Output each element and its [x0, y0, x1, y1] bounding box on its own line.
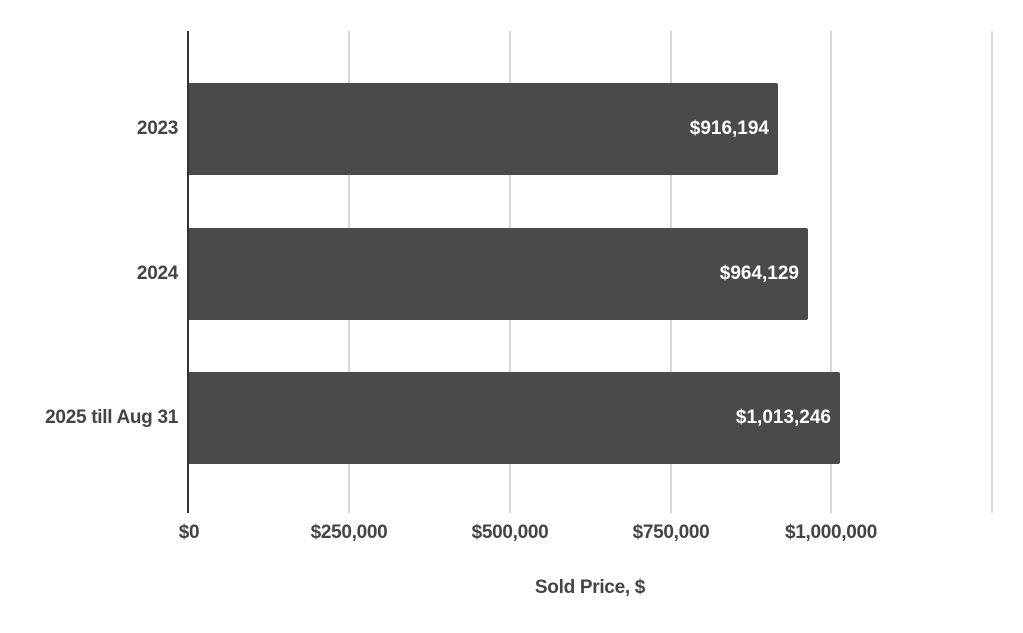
bar-value-label: $1,013,246	[735, 407, 831, 428]
bar-2023: $916,194	[189, 83, 778, 175]
x-tick-label: $750,000	[632, 522, 710, 543]
bar-2025-till-aug-31: $1,013,246	[189, 372, 840, 464]
x-axis-title: Sold Price, $	[534, 577, 646, 598]
x-tick-label: $500,000	[471, 522, 549, 543]
bar-2024: $964,129	[189, 228, 808, 320]
category-label: 2025 till Aug 31	[45, 407, 178, 428]
y-axis-line	[187, 31, 189, 513]
bar-value-label: $916,194	[689, 118, 769, 139]
gridline-1000000	[830, 31, 832, 513]
category-label: 2024	[136, 263, 178, 284]
x-tick-label: $0	[178, 522, 200, 543]
x-tick-label: $1,000,000	[784, 522, 878, 543]
category-label: 2023	[136, 118, 178, 139]
gridline-1250000	[991, 31, 993, 513]
bar-value-label: $964,129	[719, 263, 799, 284]
x-tick-label: $250,000	[310, 522, 388, 543]
